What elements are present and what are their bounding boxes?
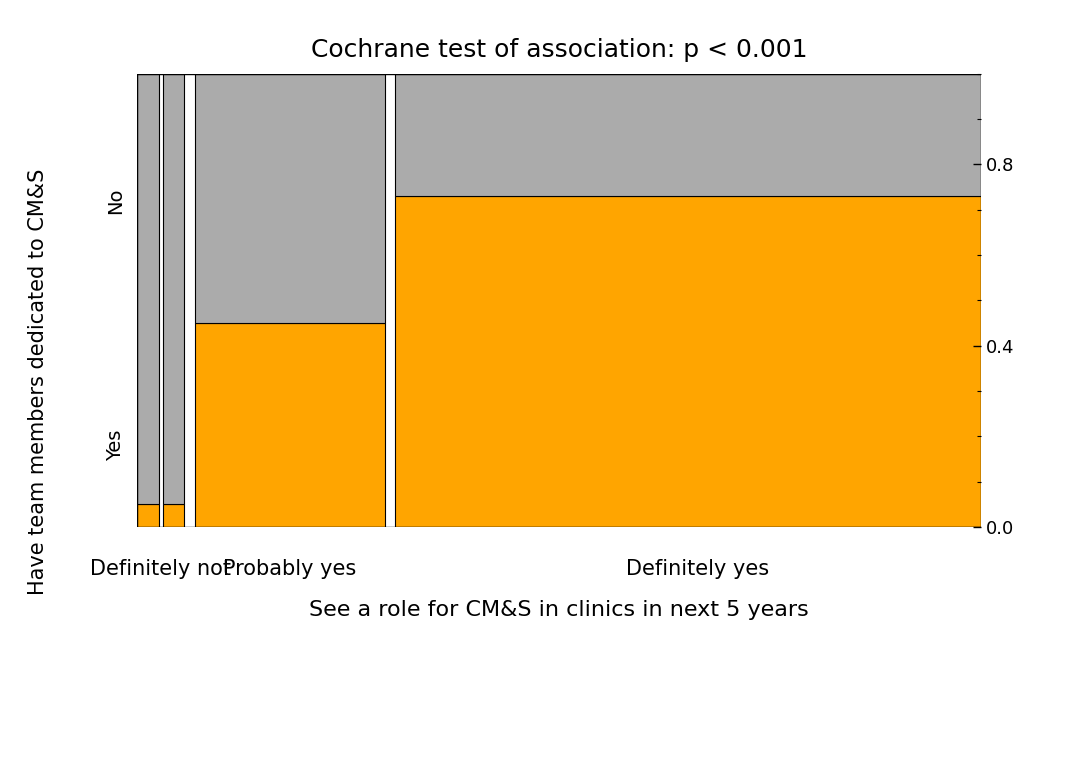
Text: Have team members dedicated to CM&S: Have team members dedicated to CM&S <box>28 169 47 594</box>
Bar <box>194 73 385 323</box>
Text: See a role for CM&S in clinics in next 5 years: See a role for CM&S in clinics in next 5… <box>309 600 809 620</box>
Bar <box>194 323 385 527</box>
Bar <box>394 196 1000 527</box>
Title: Cochrane test of association: p < 0.001: Cochrane test of association: p < 0.001 <box>311 38 807 62</box>
Text: Definitely not: Definitely not <box>90 559 232 579</box>
Text: Probably yes: Probably yes <box>223 559 356 579</box>
Bar <box>163 504 184 527</box>
Text: Yes: Yes <box>106 430 124 461</box>
Bar <box>137 504 159 527</box>
Bar <box>394 73 1000 196</box>
Bar <box>137 73 159 504</box>
Text: No: No <box>106 188 124 214</box>
Bar <box>163 73 184 504</box>
Text: Definitely yes: Definitely yes <box>626 559 770 579</box>
